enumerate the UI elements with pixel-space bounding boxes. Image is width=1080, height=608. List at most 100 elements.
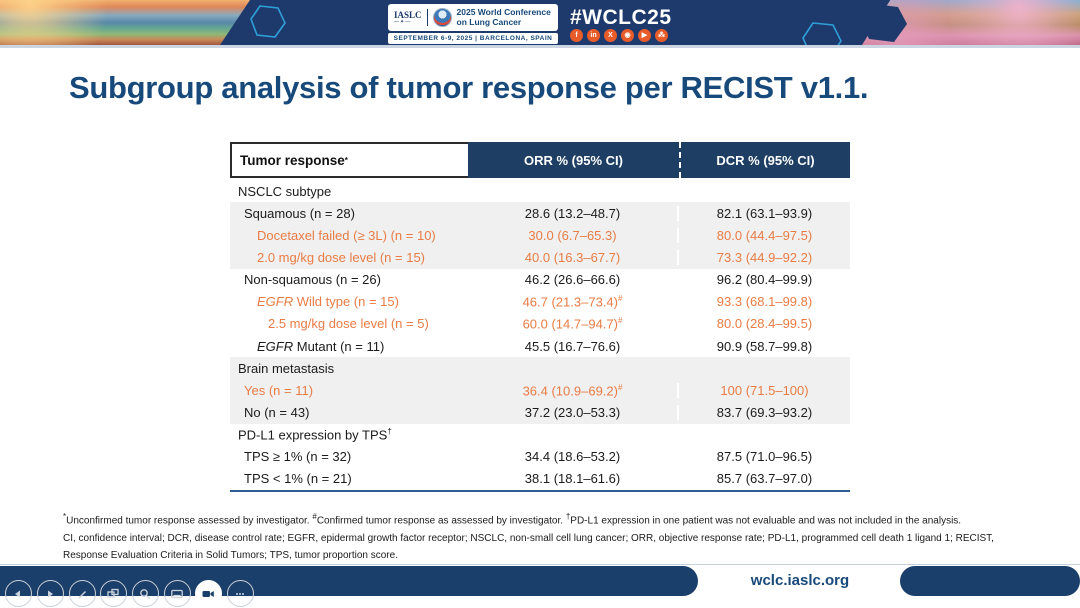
column-header-dcr: DCR % (95% CI)	[679, 142, 850, 178]
table-row: No (n = 43) 37.2 (23.0–53.3) 83.7 (69.3–93…	[230, 401, 850, 424]
row-label: Brain metastasis	[238, 360, 335, 376]
orr-value: 46.2 (26.6–66.6)	[468, 272, 679, 288]
previous-slide-icon	[15, 590, 20, 597]
orr-value: 60.0 (14.7–94.7)#	[468, 316, 679, 332]
table-row: EGFR Mutant (n = 11) 45.5 (16.7–76.6) 90.9…	[230, 335, 850, 357]
table-header-row: Tumor response * ORR % (95% CI) DCR % (95…	[230, 142, 850, 178]
conference-title: 2025 World Conference on Lung Cancer	[456, 7, 551, 27]
table-row: TPS < 1% (n = 21) 38.1 (18.1–61.6) 85.7 (6…	[230, 468, 850, 490]
table-row: 2.5 mg/kg dose level (n = 5) 60.0 (14.7–9…	[230, 313, 850, 335]
row-label: 2.0 mg/kg dose level (n = 15)	[257, 249, 426, 265]
orr-value: 38.1 (18.1–61.6)	[468, 471, 679, 487]
orr-value: 36.4 (10.9–69.2)#	[468, 382, 679, 398]
footnote-line-3: Response Evaluation Criteria in Solid Tu…	[63, 550, 398, 562]
row-label: Yes (n = 11)	[244, 382, 314, 398]
orr-value: 30.0 (6.7–65.3)	[468, 227, 679, 243]
dcr-value: 82.1 (63.1–93.9)	[716, 205, 813, 221]
page-title: Subgroup analysis of tumor response per …	[69, 70, 869, 105]
table-row: TPS ≥ 1% (n = 32) 34.4 (18.6–53.2) 87.5 (7…	[230, 446, 850, 468]
row-label: EGFR Mutant (n = 11)	[257, 338, 385, 354]
footnote-line-1: *Unconfirmed tumor response assessed by …	[63, 512, 962, 527]
iaslc-emblem-small: —✦—	[394, 18, 412, 25]
row-label: TPS ≥ 1% (n = 32)	[244, 449, 352, 465]
row-label: Non-squamous (n = 26)	[244, 272, 381, 288]
table-row: Docetaxel failed (≥ 3L) (n = 10) 30.0 (6.…	[230, 224, 850, 247]
more-options-button[interactable]	[226, 580, 254, 607]
footnotes: *Unconfirmed tumor response assessed by …	[63, 508, 1063, 565]
footer-bar-right	[900, 566, 1080, 596]
dcr-value: 100 (71.5–100)	[720, 382, 809, 398]
column-header-tumor-response: Tumor response *	[230, 142, 468, 178]
dcr-value: 96.2 (80.4–99.9)	[716, 272, 813, 288]
instagram-icon[interactable]: ◉	[621, 29, 634, 42]
barcelona-park-photo	[0, 0, 250, 45]
pen-button[interactable]	[68, 580, 96, 607]
footer-divider	[0, 564, 1080, 565]
next-slide-icon	[48, 590, 53, 597]
iaslc-logo: IASLC —✦—	[394, 9, 422, 25]
dcr-value: 73.3 (44.9–92.2)	[716, 249, 813, 265]
table-row: Non-squamous (n = 26) 46.2 (26.6–66.6) 96.…	[230, 269, 850, 291]
footnote-line-2: CI, confidence interval; DCR, disease co…	[63, 532, 994, 544]
slide-sorter-icon	[107, 588, 119, 598]
table-row: Squamous (n = 28) 28.6 (13.2–48.7) 82.1 (6…	[230, 202, 850, 225]
dcr-value: 90.9 (58.7–99.8)	[716, 338, 813, 354]
hexagon-filled-icon	[861, 4, 907, 42]
table-row: Brain metastasis	[230, 357, 850, 380]
hexagon-outline-icon	[250, 5, 286, 38]
linkedin-icon[interactable]: in	[587, 29, 600, 42]
row-label: TPS < 1% (n = 21)	[244, 471, 352, 487]
orr-value: 46.7 (21.3–73.4)#	[468, 294, 679, 310]
table-body: NSCLC subtype Squamous (n = 28) 28.6 (13.2…	[230, 180, 850, 492]
website-link[interactable]: wclc.iaslc.org	[750, 572, 850, 589]
dcr-value: 87.5 (71.0–96.5)	[716, 449, 813, 465]
row-label: NSCLC subtype	[238, 183, 332, 199]
dcr-value: 93.3 (68.1–99.8)	[716, 294, 813, 310]
pen-icon	[78, 590, 86, 598]
orr-value: 28.6 (13.2–48.7)	[468, 205, 679, 221]
row-label: No (n = 43)	[244, 404, 310, 420]
conference-date-location: SEPTEMBER 6-9, 2025 | BARCELONA, SPAIN	[388, 33, 558, 44]
orr-value: 34.4 (18.6–53.2)	[468, 449, 679, 465]
row-label: EGFR Wild type (n = 15)	[257, 294, 399, 310]
more-options-icon	[236, 592, 244, 595]
dcr-value: 80.0 (44.4–97.5)	[716, 227, 813, 243]
row-label: Docetaxel failed (≥ 3L) (n = 10)	[257, 227, 436, 243]
conference-banner: IASLC —✦— 2025 World Conference on Lung …	[0, 0, 1080, 45]
camera-icon	[202, 590, 214, 597]
camera-button[interactable]	[194, 580, 222, 607]
logo-divider	[426, 9, 428, 26]
dcr-value: 80.0 (28.4–99.5)	[716, 316, 813, 332]
previous-slide-button[interactable]	[4, 580, 32, 607]
row-label: Squamous (n = 28)	[244, 205, 355, 221]
captions-button[interactable]	[163, 580, 191, 607]
slide-sorter-button[interactable]	[99, 580, 127, 607]
x-icon[interactable]: X	[604, 29, 617, 42]
banner-underline	[0, 45, 1080, 48]
table-row: NSCLC subtype	[230, 180, 850, 202]
share-icon[interactable]: ⁂	[655, 29, 668, 42]
wclc-globe-emblem-icon	[432, 8, 452, 27]
table-row: Yes (n = 11) 36.4 (10.9–69.2)# 100 (71.5–1…	[230, 379, 850, 402]
row-label: PD-L1 expression by TPS†	[238, 426, 392, 443]
orr-value: 40.0 (16.3–67.7)	[468, 249, 679, 265]
next-slide-button[interactable]	[36, 580, 64, 607]
youtube-icon[interactable]: ▶	[638, 29, 651, 42]
hexagon-outline-icon	[802, 22, 842, 45]
social-icons-row: f in X ◉ ▶ ⁂	[570, 29, 668, 42]
zoom-button[interactable]	[131, 580, 159, 607]
table-row: EGFR Wild type (n = 15) 46.7 (21.3–73.4)#…	[230, 291, 850, 313]
orr-value: 37.2 (23.0–53.3)	[468, 404, 679, 420]
dcr-value: 85.7 (63.7–97.0)	[716, 471, 813, 487]
table-row: 2.0 mg/kg dose level (n = 15) 40.0 (16.3–…	[230, 246, 850, 269]
row-label: 2.5 mg/kg dose level (n = 5)	[268, 316, 429, 332]
iaslc-wordmark: IASLC	[394, 9, 422, 20]
column-header-orr: ORR % (95% CI)	[468, 142, 679, 178]
facebook-icon[interactable]: f	[570, 29, 583, 42]
table-row: PD-L1 expression by TPS†	[230, 424, 850, 446]
captions-icon	[171, 589, 183, 598]
dcr-value: 83.7 (69.3–93.2)	[716, 404, 813, 420]
iaslc-logo-card: IASLC —✦— 2025 World Conference on Lung …	[388, 4, 558, 31]
zoom-icon	[140, 588, 151, 599]
